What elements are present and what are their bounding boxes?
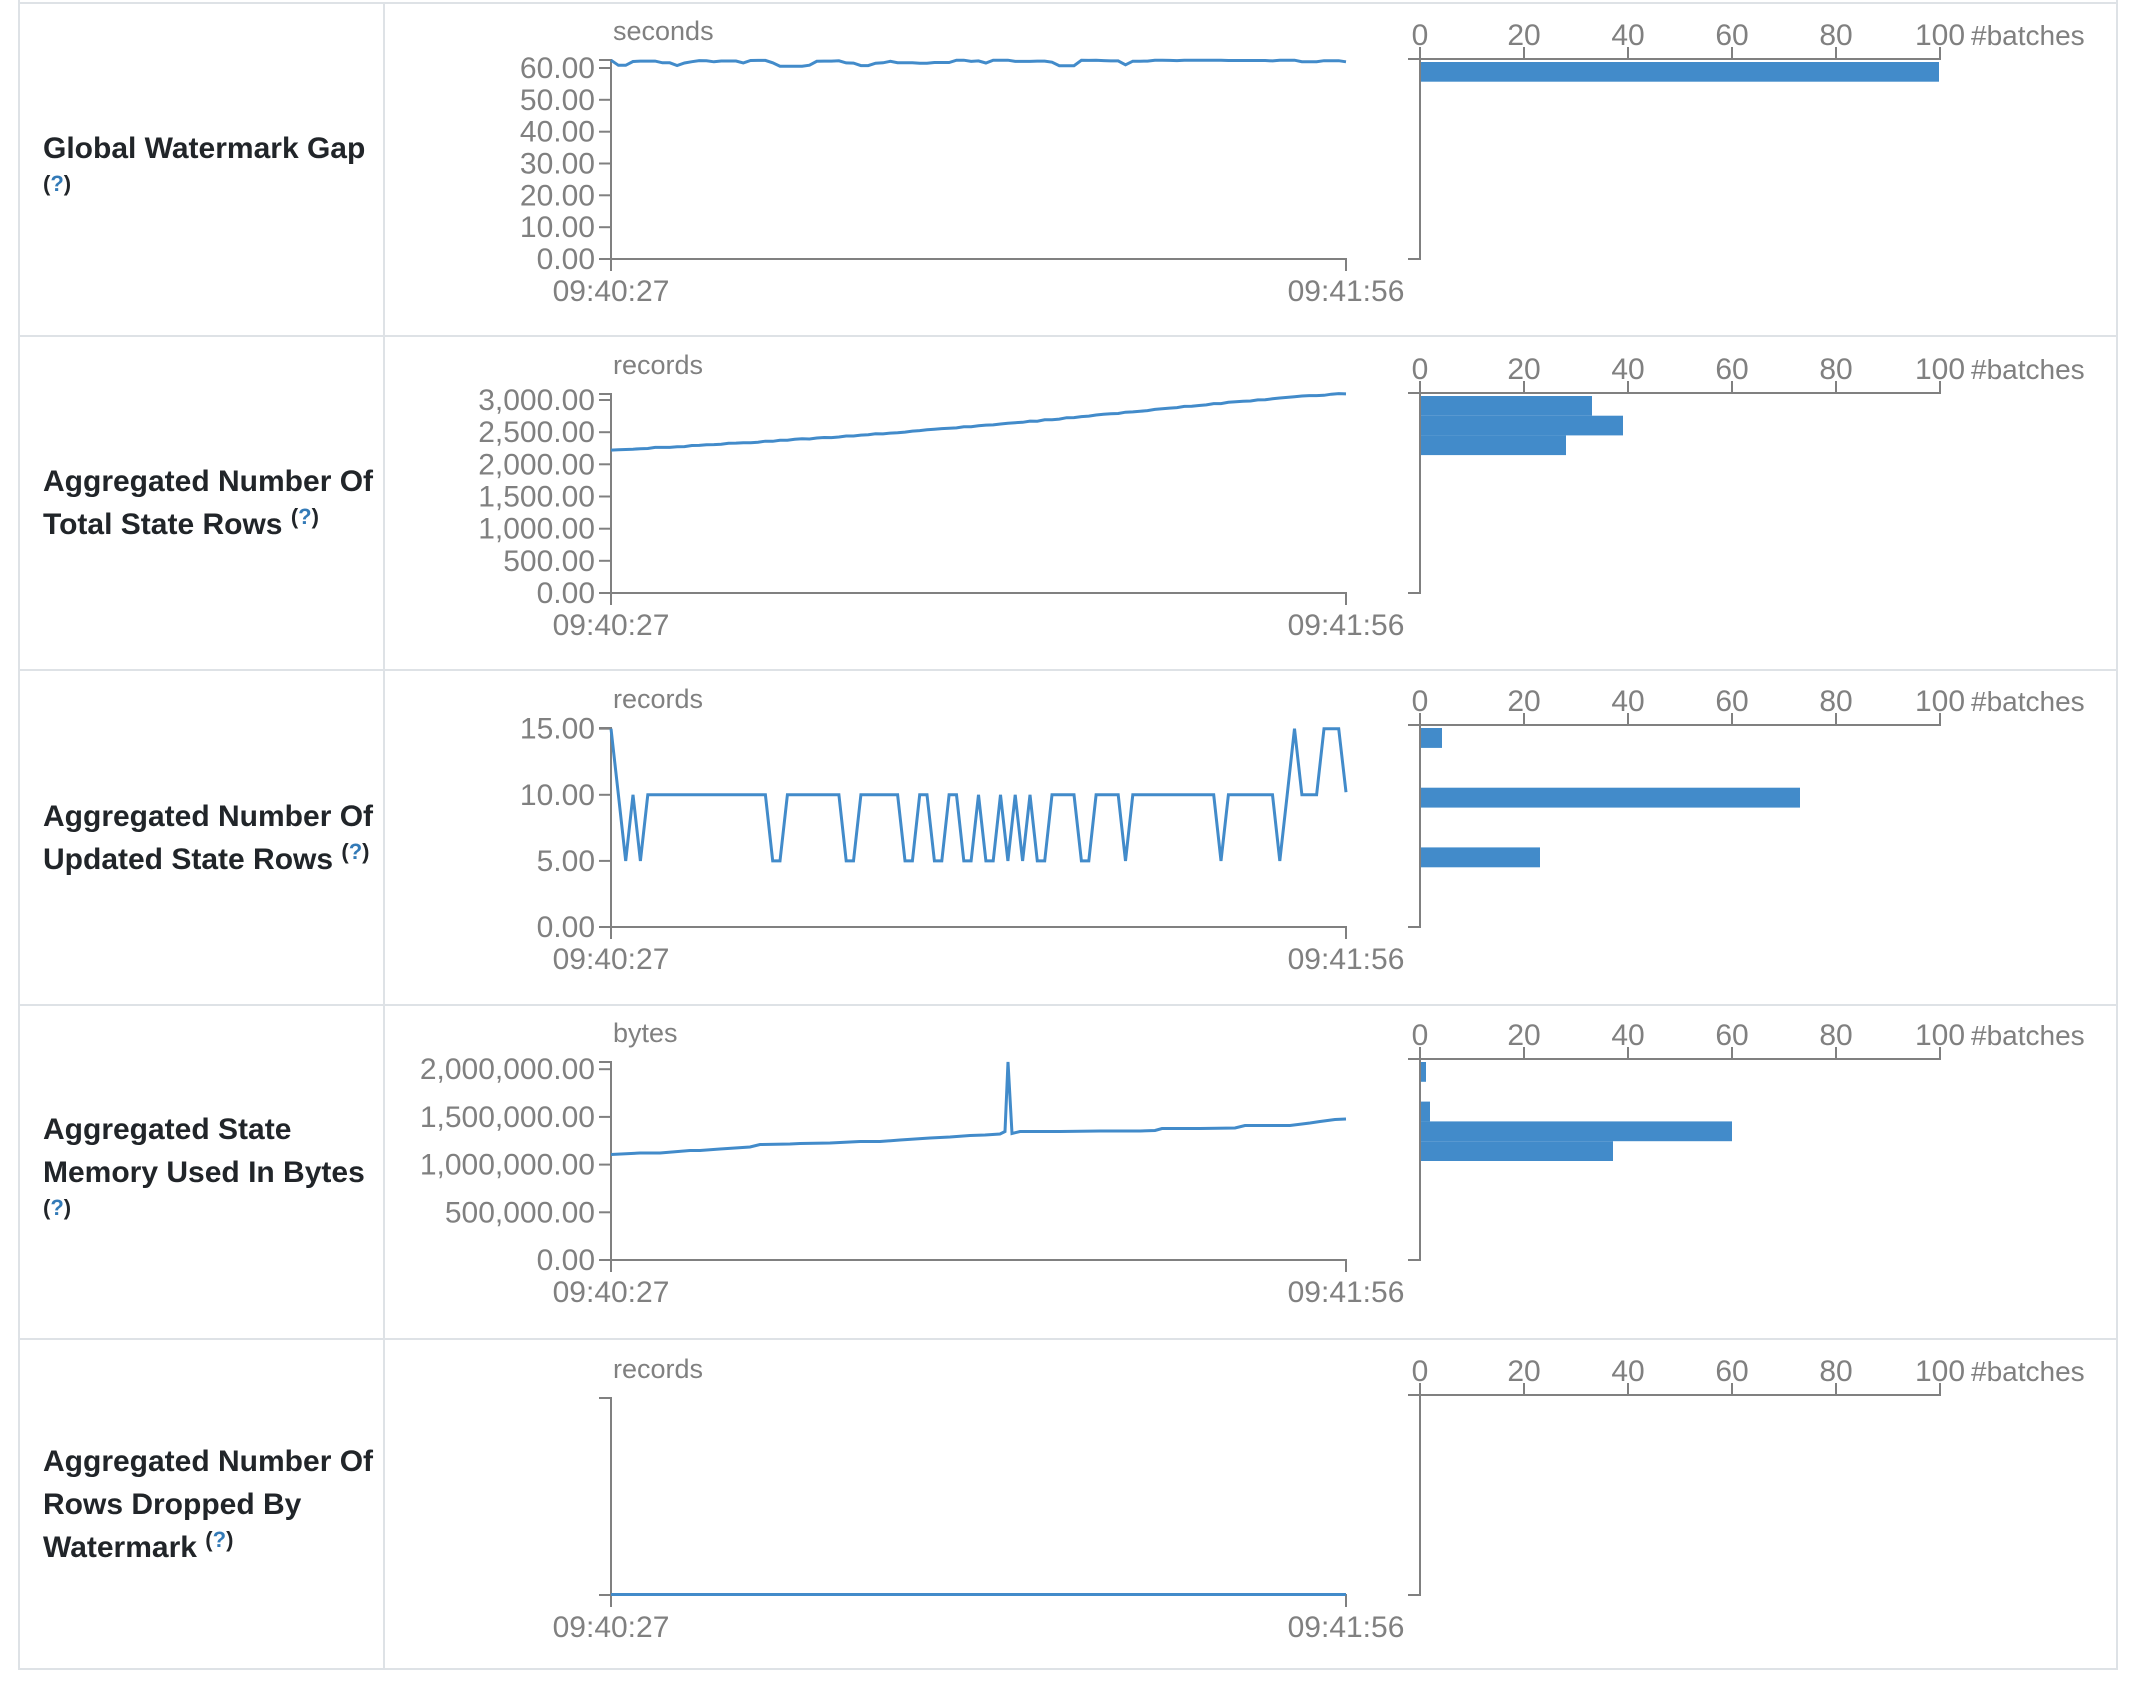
- svg-text:09:41:56: 09:41:56: [1288, 609, 1405, 642]
- svg-text:15.00: 15.00: [520, 713, 595, 746]
- svg-text:0.00: 0.00: [537, 1244, 595, 1277]
- svg-text:40: 40: [1611, 19, 1644, 52]
- svg-text:60: 60: [1715, 1355, 1748, 1388]
- svg-text:#batches: #batches: [1971, 1020, 2085, 1051]
- svg-text:60: 60: [1715, 353, 1748, 386]
- svg-text:09:41:56: 09:41:56: [1288, 1611, 1405, 1644]
- svg-text:0: 0: [1412, 19, 1429, 52]
- svg-text:80: 80: [1819, 1355, 1852, 1388]
- svg-text:0: 0: [1412, 1019, 1429, 1052]
- svg-text:500.00: 500.00: [503, 545, 595, 578]
- svg-text:10.00: 10.00: [520, 779, 595, 812]
- svg-text:1,000,000.00: 1,000,000.00: [420, 1149, 595, 1182]
- svg-text:09:41:56: 09:41:56: [1288, 943, 1405, 976]
- svg-text:60: 60: [1715, 1019, 1748, 1052]
- svg-text:09:40:27: 09:40:27: [553, 1611, 670, 1644]
- svg-text:40: 40: [1611, 685, 1644, 718]
- svg-text:20: 20: [1507, 353, 1540, 386]
- svg-text:20: 20: [1507, 1355, 1540, 1388]
- svg-text:10.00: 10.00: [520, 211, 595, 244]
- svg-text:50.00: 50.00: [520, 84, 595, 117]
- svg-text:09:40:27: 09:40:27: [553, 609, 670, 642]
- svg-text:1,000.00: 1,000.00: [478, 513, 595, 546]
- svg-text:09:41:56: 09:41:56: [1288, 1276, 1405, 1309]
- svg-text:40: 40: [1611, 1355, 1644, 1388]
- svg-text:20: 20: [1507, 685, 1540, 718]
- svg-text:60: 60: [1715, 19, 1748, 52]
- svg-text:0.00: 0.00: [537, 577, 595, 610]
- svg-text:records: records: [613, 1354, 703, 1384]
- svg-text:0: 0: [1412, 1355, 1429, 1388]
- svg-text:5.00: 5.00: [537, 845, 595, 878]
- svg-text:80: 80: [1819, 685, 1852, 718]
- svg-text:#batches: #batches: [1971, 20, 2085, 51]
- svg-text:60.00: 60.00: [520, 52, 595, 85]
- svg-text:60: 60: [1715, 685, 1748, 718]
- svg-text:09:41:56: 09:41:56: [1288, 275, 1405, 308]
- svg-text:500,000.00: 500,000.00: [445, 1196, 595, 1229]
- svg-text:records: records: [613, 684, 703, 714]
- svg-text:100: 100: [1915, 1355, 1965, 1388]
- svg-text:40.00: 40.00: [520, 116, 595, 149]
- svg-text:20: 20: [1507, 19, 1540, 52]
- svg-text:#batches: #batches: [1971, 354, 2085, 385]
- svg-text:0.00: 0.00: [537, 243, 595, 276]
- svg-text:100: 100: [1915, 19, 1965, 52]
- svg-text:1,500,000.00: 1,500,000.00: [420, 1101, 595, 1134]
- svg-text:80: 80: [1819, 19, 1852, 52]
- svg-text:0: 0: [1412, 685, 1429, 718]
- svg-text:2,500.00: 2,500.00: [478, 416, 595, 449]
- svg-text:20: 20: [1507, 1019, 1540, 1052]
- svg-text:09:40:27: 09:40:27: [553, 1276, 670, 1309]
- svg-text:seconds: seconds: [613, 16, 714, 46]
- svg-text:20.00: 20.00: [520, 179, 595, 212]
- svg-text:#batches: #batches: [1971, 1356, 2085, 1387]
- svg-text:09:40:27: 09:40:27: [553, 275, 670, 308]
- svg-text:80: 80: [1819, 1019, 1852, 1052]
- svg-text:3,000.00: 3,000.00: [478, 384, 595, 417]
- svg-text:2,000.00: 2,000.00: [478, 448, 595, 481]
- svg-text:40: 40: [1611, 1019, 1644, 1052]
- svg-text:09:40:27: 09:40:27: [553, 943, 670, 976]
- svg-text:30.00: 30.00: [520, 148, 595, 181]
- svg-text:80: 80: [1819, 353, 1852, 386]
- svg-text:2,000,000.00: 2,000,000.00: [420, 1053, 595, 1086]
- svg-text:40: 40: [1611, 353, 1644, 386]
- svg-text:1,500.00: 1,500.00: [478, 481, 595, 514]
- svg-text:#batches: #batches: [1971, 686, 2085, 717]
- svg-text:100: 100: [1915, 685, 1965, 718]
- svg-text:0: 0: [1412, 353, 1429, 386]
- svg-text:100: 100: [1915, 1019, 1965, 1052]
- svg-text:records: records: [613, 350, 703, 380]
- svg-text:0.00: 0.00: [537, 911, 595, 944]
- svg-text:bytes: bytes: [613, 1018, 678, 1048]
- svg-text:100: 100: [1915, 353, 1965, 386]
